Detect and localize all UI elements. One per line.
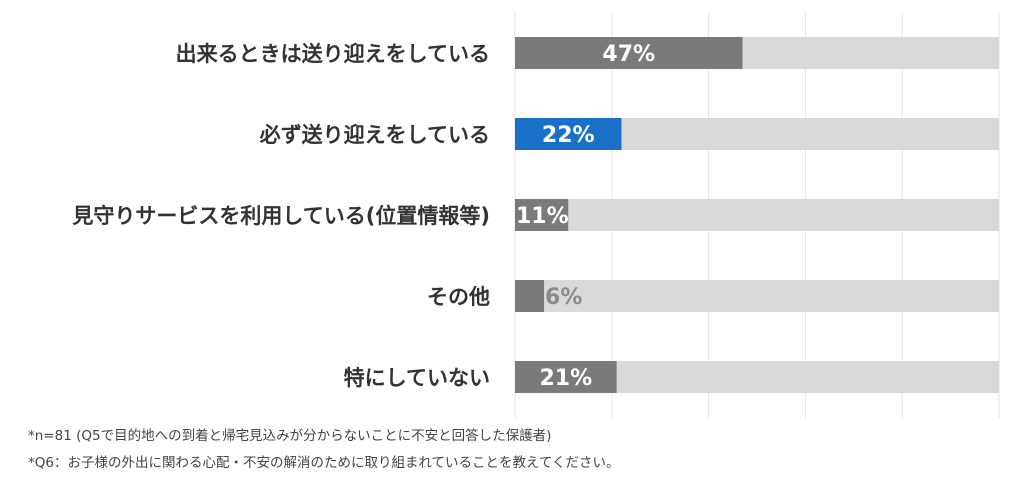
labels: 出来るときは送り迎えをしている 47% 必ず送り迎えをしている 22% 見守りサービスを… <box>72 42 655 391</box>
value-label: 11% <box>516 204 569 229</box>
footnote-sample: *n=81 (Q5で目的地への到着と帰宅見込みが分からないことに不安と回答した保… <box>28 428 552 444</box>
bar <box>515 37 743 69</box>
category-label: 必ず送り迎えをしている <box>260 123 490 147</box>
bar <box>515 361 617 393</box>
value-label: 6% <box>545 285 582 310</box>
bar <box>515 199 569 231</box>
bars <box>515 37 999 393</box>
bar-chart: 出来るときは送り迎えをしている 47% 必ず送り迎えをしている 22% 見守りサービスを… <box>72 12 1000 418</box>
category-label: 見守りサービスを利用している(位置情報等) <box>72 204 490 228</box>
category-label: 特にしていない <box>344 366 490 390</box>
value-label: 47% <box>602 42 655 67</box>
value-label: 21% <box>539 366 592 391</box>
value-label: 22% <box>542 123 595 148</box>
category-label: 出来るときは送り迎えをしている <box>176 42 490 66</box>
bar-track <box>515 199 999 231</box>
category-label: その他 <box>427 285 490 309</box>
bar <box>515 280 545 312</box>
bar-track <box>515 280 999 312</box>
footnote-question: *Q6：お子様の外出に関わる心配・不安の解消のために取り組まれていることを教えて… <box>28 455 620 471</box>
bar <box>515 118 622 150</box>
